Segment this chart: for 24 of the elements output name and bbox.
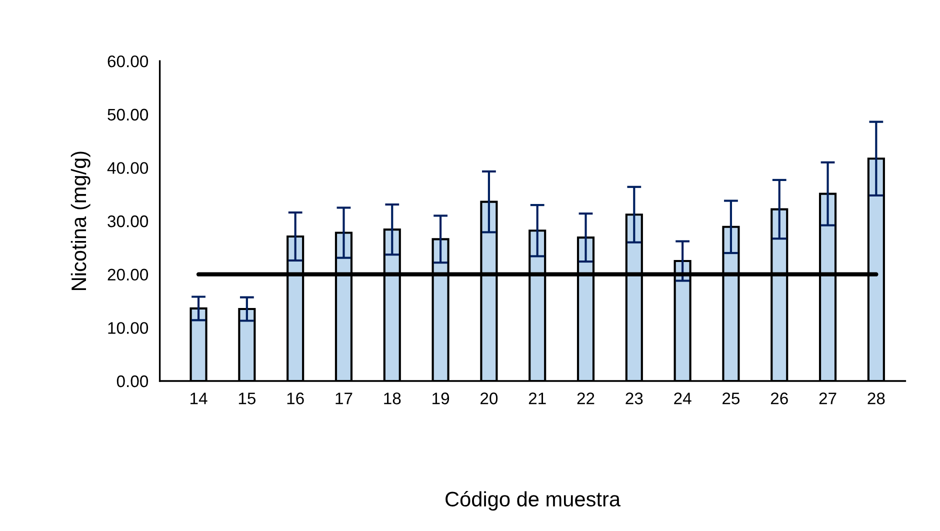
- y-tick-label: 20.00: [108, 268, 148, 281]
- x-tick-label: 15: [238, 392, 256, 404]
- x-tick-label: 20: [480, 392, 498, 404]
- x-tick-label: 26: [770, 392, 788, 404]
- x-tick-label: 14: [190, 392, 208, 404]
- x-tick-label: 17: [336, 392, 352, 404]
- x-tick-label: 21: [528, 392, 546, 404]
- x-tick-label: 19: [432, 392, 450, 404]
- y-tick-label: 30.00: [108, 215, 148, 228]
- y-tick-label: 40.00: [107, 162, 148, 174]
- y-axis-title: Nicotina (mg/g): [70, 152, 90, 290]
- y-tick-label: 10.00: [108, 322, 148, 334]
- y-tick-label: 50.00: [108, 108, 148, 121]
- y-tick-label: 60.00: [108, 55, 148, 68]
- x-tick-label: 23: [626, 392, 643, 404]
- x-tick-label: 18: [384, 392, 401, 404]
- x-tick-label: 16: [287, 392, 304, 404]
- x-tick-label: 25: [722, 392, 740, 404]
- x-tick-label: 27: [819, 392, 836, 404]
- x-tick-label: 28: [868, 392, 885, 404]
- y-tick-label: 0.00: [116, 375, 148, 388]
- x-axis-title: Código de muestra: [446, 490, 621, 511]
- x-tick-label: 22: [577, 392, 594, 404]
- x-tick-label: 24: [674, 392, 692, 404]
